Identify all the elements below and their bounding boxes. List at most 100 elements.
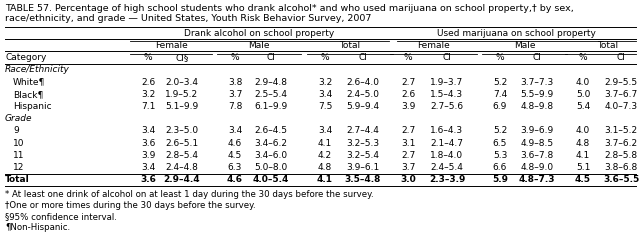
Text: 2.5–5.4: 2.5–5.4 <box>254 90 288 99</box>
Text: 2.7–4.4: 2.7–4.4 <box>347 126 379 135</box>
Text: 2.0–3.4: 2.0–3.4 <box>165 78 199 87</box>
Text: White¶: White¶ <box>13 78 46 87</box>
Text: 3.1: 3.1 <box>401 139 415 148</box>
Text: Male: Male <box>513 41 535 50</box>
Text: 5.0–8.0: 5.0–8.0 <box>254 163 288 172</box>
Text: 5.0: 5.0 <box>576 90 590 99</box>
Text: 3.0: 3.0 <box>400 175 416 184</box>
Text: Race/Ethnicity: Race/Ethnicity <box>5 65 70 74</box>
Text: 2.6–5.1: 2.6–5.1 <box>165 139 199 148</box>
Text: 2.4–4.8: 2.4–4.8 <box>165 163 199 172</box>
Text: 2.4–5.0: 2.4–5.0 <box>347 90 379 99</box>
Text: Female: Female <box>417 41 450 50</box>
Text: 4.6: 4.6 <box>227 175 243 184</box>
Text: Black¶: Black¶ <box>13 90 44 99</box>
Text: 6.5: 6.5 <box>493 139 507 148</box>
Text: 4.0: 4.0 <box>576 126 590 135</box>
Text: %: % <box>404 53 412 62</box>
Text: CI: CI <box>442 53 451 62</box>
Text: 4.9–8.5: 4.9–8.5 <box>520 139 554 148</box>
Text: 4.1: 4.1 <box>317 175 333 184</box>
Text: 2.6–4.0: 2.6–4.0 <box>347 78 379 87</box>
Text: 3.2: 3.2 <box>141 90 155 99</box>
Text: 3.9: 3.9 <box>141 151 155 160</box>
Text: 3.7–6.7: 3.7–6.7 <box>604 90 638 99</box>
Text: 7.4: 7.4 <box>493 90 507 99</box>
Text: 12: 12 <box>13 163 24 172</box>
Text: 3.8: 3.8 <box>228 78 242 87</box>
Text: 3.1–5.2: 3.1–5.2 <box>604 126 638 135</box>
Text: 2.8–5.4: 2.8–5.4 <box>165 151 199 160</box>
Text: 7.1: 7.1 <box>141 102 155 111</box>
Text: 4.5: 4.5 <box>575 175 591 184</box>
Text: 10: 10 <box>13 139 24 148</box>
Text: 2.3–5.0: 2.3–5.0 <box>165 126 199 135</box>
Text: 5.2: 5.2 <box>493 126 507 135</box>
Text: 3.6: 3.6 <box>141 139 155 148</box>
Text: 3.6: 3.6 <box>140 175 156 184</box>
Text: 3.6–5.5: 3.6–5.5 <box>603 175 639 184</box>
Text: Drank alcohol on school property: Drank alcohol on school property <box>185 29 335 38</box>
Text: 6.9: 6.9 <box>493 102 507 111</box>
Text: ¶Non-Hispanic.: ¶Non-Hispanic. <box>5 223 70 232</box>
Text: †One or more times during the 30 days before the survey.: †One or more times during the 30 days be… <box>5 201 256 210</box>
Text: %: % <box>579 53 587 62</box>
Text: 4.8–9.8: 4.8–9.8 <box>520 102 554 111</box>
Text: 7.8: 7.8 <box>228 102 242 111</box>
Text: 4.5: 4.5 <box>228 151 242 160</box>
Text: 2.7: 2.7 <box>401 126 415 135</box>
Text: 2.4–5.4: 2.4–5.4 <box>431 163 463 172</box>
Text: CI: CI <box>533 53 542 62</box>
Text: 3.9–6.9: 3.9–6.9 <box>520 126 554 135</box>
Text: 2.7: 2.7 <box>401 78 415 87</box>
Text: CI: CI <box>617 53 626 62</box>
Text: %: % <box>495 53 504 62</box>
Text: 2.7: 2.7 <box>401 151 415 160</box>
Text: 4.0–7.3: 4.0–7.3 <box>604 102 638 111</box>
Text: 2.7–5.6: 2.7–5.6 <box>431 102 463 111</box>
Text: 11: 11 <box>13 151 24 160</box>
Text: 3.7: 3.7 <box>228 90 242 99</box>
Text: 4.1: 4.1 <box>318 139 332 148</box>
Text: 5.4: 5.4 <box>576 102 590 111</box>
Text: 3.8–6.8: 3.8–6.8 <box>604 163 638 172</box>
Text: Hispanic: Hispanic <box>13 102 52 111</box>
Text: 7.5: 7.5 <box>318 102 332 111</box>
Text: 1.9–5.2: 1.9–5.2 <box>165 90 199 99</box>
Text: 6.1–9.9: 6.1–9.9 <box>254 102 288 111</box>
Text: 1.5–4.3: 1.5–4.3 <box>431 90 463 99</box>
Text: 2.3–3.9: 2.3–3.9 <box>429 175 465 184</box>
Text: 3.4: 3.4 <box>318 126 332 135</box>
Text: 5.1–9.9: 5.1–9.9 <box>165 102 199 111</box>
Text: 5.9–9.4: 5.9–9.4 <box>346 102 379 111</box>
Text: 1.8–4.0: 1.8–4.0 <box>431 151 463 160</box>
Text: Total: Total <box>5 175 29 184</box>
Text: 2.6: 2.6 <box>401 90 415 99</box>
Text: Male: Male <box>248 41 270 50</box>
Text: 3.2: 3.2 <box>318 78 332 87</box>
Text: %: % <box>144 53 153 62</box>
Text: Total: Total <box>340 41 360 50</box>
Text: 3.2–5.3: 3.2–5.3 <box>346 139 379 148</box>
Text: 3.4: 3.4 <box>141 163 155 172</box>
Text: 4.6: 4.6 <box>228 139 242 148</box>
Text: 3.7–7.3: 3.7–7.3 <box>520 78 554 87</box>
Text: 2.6–4.5: 2.6–4.5 <box>254 126 288 135</box>
Text: 3.2–5.4: 3.2–5.4 <box>347 151 379 160</box>
Text: 2.1–4.7: 2.1–4.7 <box>431 139 463 148</box>
Text: 2.6: 2.6 <box>141 78 155 87</box>
Text: 3.7: 3.7 <box>401 163 415 172</box>
Text: 5.3: 5.3 <box>493 151 507 160</box>
Text: 4.0: 4.0 <box>576 78 590 87</box>
Text: 5.5–9.9: 5.5–9.9 <box>520 90 554 99</box>
Text: 3.5–4.8: 3.5–4.8 <box>345 175 381 184</box>
Text: 4.8–9.0: 4.8–9.0 <box>520 163 554 172</box>
Text: 3.4–6.0: 3.4–6.0 <box>254 151 288 160</box>
Text: 4.8: 4.8 <box>318 163 332 172</box>
Text: 6.3: 6.3 <box>228 163 242 172</box>
Text: 9: 9 <box>13 126 19 135</box>
Text: 4.2: 4.2 <box>318 151 332 160</box>
Text: 3.4: 3.4 <box>141 126 155 135</box>
Text: race/ethnicity, and grade — United States, Youth Risk Behavior Survey, 2007: race/ethnicity, and grade — United State… <box>5 14 371 23</box>
Text: 1.6–4.3: 1.6–4.3 <box>431 126 463 135</box>
